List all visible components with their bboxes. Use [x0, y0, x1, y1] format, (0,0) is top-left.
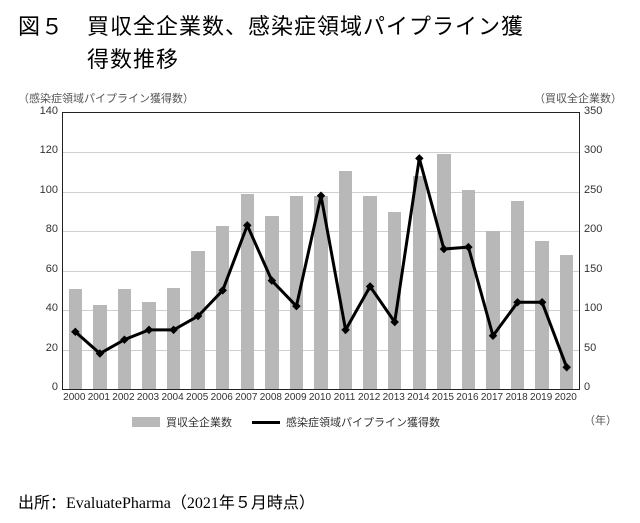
ytick-right: 150 [584, 263, 614, 275]
xtick: 2013 [382, 392, 406, 403]
legend: 買収全企業数 感染症領域パイプライン獲得数 [132, 414, 440, 430]
xtick: 2020 [554, 392, 578, 403]
plot-region [62, 112, 580, 390]
ytick-left: 80 [32, 223, 58, 235]
title-line-1: 図５ 買収全企業数、感染症領域パイプライン獲 [18, 14, 524, 39]
ytick-right: 250 [584, 184, 614, 196]
xtick: 2009 [283, 392, 307, 403]
ytick-left: 120 [32, 144, 58, 156]
figure-title: 図５ 買収全企業数、感染症領域パイプライン獲 得数推移 [18, 10, 524, 76]
ytick-left: 0 [32, 381, 58, 393]
x-axis-label: （年） [584, 412, 617, 428]
y-axis-right-label: （買収全企業数） [534, 90, 622, 106]
line-marker [145, 326, 153, 334]
ytick-left: 60 [32, 263, 58, 275]
line-marker [317, 192, 325, 200]
legend-item-line: 感染症領域パイプライン獲得数 [252, 414, 440, 430]
xtick: 2017 [480, 392, 504, 403]
xtick: 2016 [455, 392, 479, 403]
xtick: 2010 [308, 392, 332, 403]
xtick: 2004 [161, 392, 185, 403]
ytick-left: 100 [32, 184, 58, 196]
xtick: 2011 [333, 392, 357, 403]
xtick: 2000 [62, 392, 86, 403]
legend-line-label: 感染症領域パイプライン獲得数 [286, 414, 440, 430]
line-marker [464, 243, 472, 251]
xtick: 2003 [136, 392, 160, 403]
xtick: 2015 [431, 392, 455, 403]
legend-line-swatch [252, 421, 280, 424]
xtick: 2018 [505, 392, 529, 403]
xtick: 2007 [234, 392, 258, 403]
ytick-left: 40 [32, 302, 58, 314]
xtick: 2005 [185, 392, 209, 403]
xtick: 2006 [210, 392, 234, 403]
source-line: 出所：EvaluatePharma（2021年５月時点） [18, 489, 315, 513]
ytick-right: 100 [584, 302, 614, 314]
chart-area: （感染症領域パイプライン獲得数） （買収全企業数） 0 20 40 60 80 100 12… [18, 90, 622, 460]
ytick-right: 300 [584, 144, 614, 156]
xtick: 2019 [529, 392, 553, 403]
xtick: 2008 [259, 392, 283, 403]
ytick-right: 0 [584, 381, 614, 393]
line-series [63, 113, 579, 389]
xtick: 2014 [406, 392, 430, 403]
xtick: 2001 [87, 392, 111, 403]
xtick: 2012 [357, 392, 381, 403]
ytick-left: 20 [32, 342, 58, 354]
line-marker [415, 154, 423, 162]
ytick-right: 200 [584, 223, 614, 235]
line-marker [538, 298, 546, 306]
line-marker [440, 245, 448, 253]
ytick-left: 140 [32, 105, 58, 117]
title-line-2: 得数推移 [18, 47, 179, 72]
line-marker [562, 363, 570, 371]
legend-bar-swatch [132, 417, 160, 427]
figure-container: { "title_line1": "図５ 買収全企業数、感染症領域パイプライン獲… [0, 0, 640, 523]
legend-item-bars: 買収全企業数 [132, 414, 232, 430]
xtick: 2002 [111, 392, 135, 403]
ytick-right: 350 [584, 105, 614, 117]
ytick-right: 50 [584, 342, 614, 354]
y-axis-left-label: （感染症領域パイプライン獲得数） [18, 90, 194, 106]
legend-bar-label: 買収全企業数 [166, 414, 232, 430]
